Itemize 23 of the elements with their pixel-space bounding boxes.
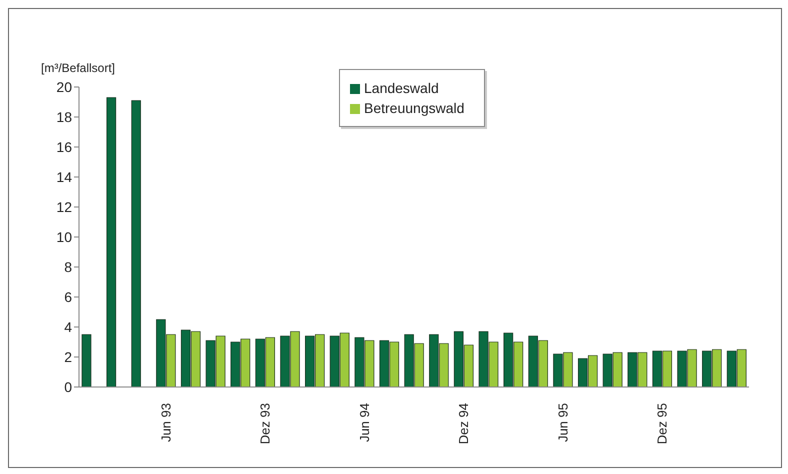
- y-tick-label: 16: [56, 138, 72, 155]
- y-tick-label: 12: [56, 198, 72, 215]
- y-tick-label: 8: [64, 258, 72, 275]
- y-tick-label: 4: [64, 318, 72, 335]
- y-tick-label: 10: [56, 228, 72, 245]
- x-tick-label: Dez 93: [258, 403, 273, 444]
- legend-label: Landeswald: [364, 80, 439, 96]
- bar: [106, 97, 116, 387]
- x-tick-label: Dez 95: [654, 403, 670, 444]
- y-tick-label: 20: [56, 78, 72, 95]
- legend-label: Betreuungswald: [364, 100, 464, 116]
- y-tick-label: 18: [56, 108, 72, 125]
- y-tick-label: 2: [64, 348, 72, 365]
- bar: [131, 100, 141, 387]
- y-tick-label: 0: [64, 378, 72, 395]
- x-tick-label: Jun 95: [555, 403, 570, 442]
- y-axis-title: [m³/Befallsort]: [41, 61, 116, 75]
- x-tick-label: Jun 94: [356, 403, 372, 442]
- y-tick-label: 6: [64, 288, 72, 305]
- y-tick-label: 14: [56, 168, 72, 185]
- bar: [82, 334, 92, 387]
- x-tick-label: Jun 93: [158, 403, 174, 442]
- x-tick-label: Dez 94: [456, 403, 472, 444]
